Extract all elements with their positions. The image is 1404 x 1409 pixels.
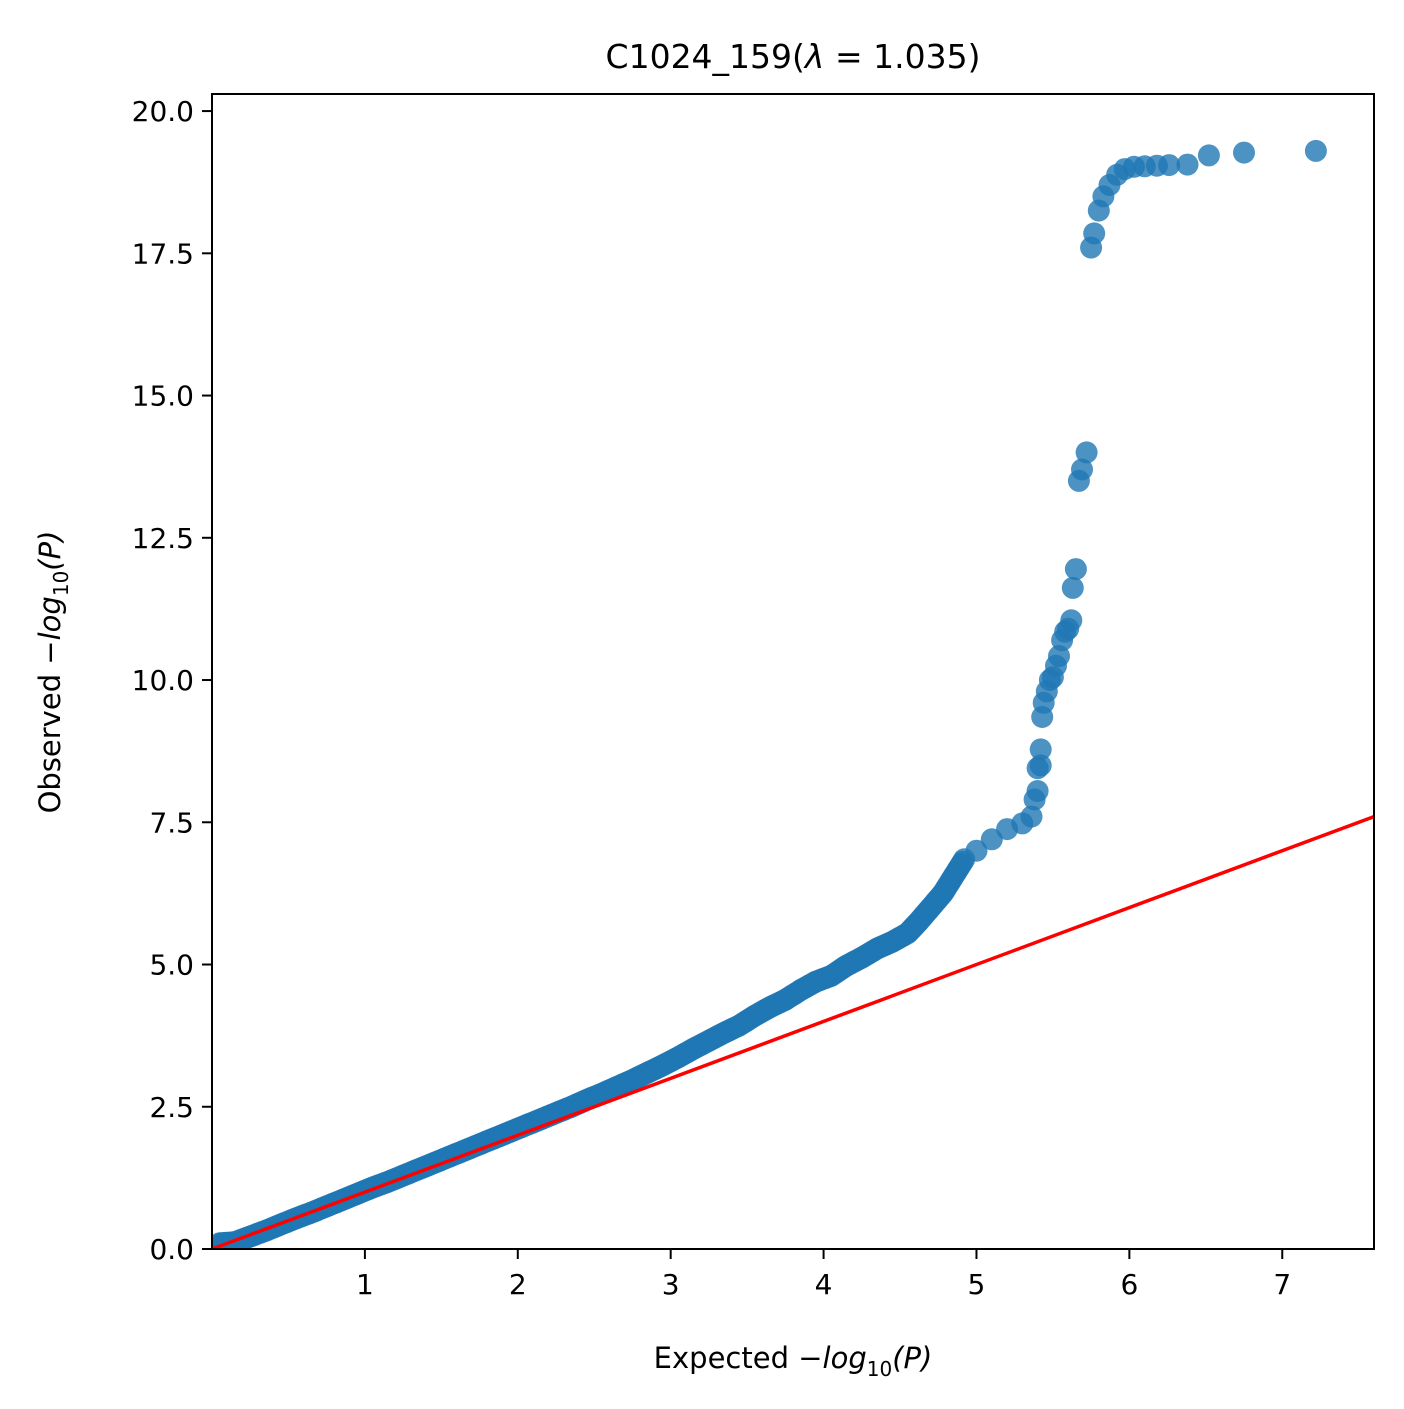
data-point-389 [1197, 144, 1220, 167]
x-tick-label-5: 6 [1120, 1268, 1138, 1301]
x-axis-label: Expected −log10(P) [654, 1341, 933, 1381]
x-tick-label-0: 1 [356, 1268, 374, 1301]
data-point-390 [1233, 141, 1255, 164]
data-point-388 [1176, 153, 1199, 176]
data-point-376 [1075, 441, 1098, 464]
data-point-378 [1083, 222, 1106, 245]
data-point-375 [1071, 458, 1093, 481]
y-tick-label-1: 2.5 [149, 1091, 194, 1124]
data-point-357 [1026, 780, 1049, 802]
y-axis-label: Observed −log10(P) [33, 531, 73, 814]
x-axis-ticks: 1 2 3 4 5 6 7 [356, 1249, 1291, 1301]
data-point-387 [1158, 154, 1181, 177]
data-point-355 [1020, 805, 1043, 828]
y-tick-label-3: 7.5 [149, 806, 194, 839]
x-tick-label-4: 5 [968, 1268, 986, 1301]
data-point-359 [1029, 754, 1052, 777]
data-point-372 [1061, 576, 1084, 599]
y-tick-label-8: 20.0 [132, 95, 194, 128]
y-tick-label-5: 12.5 [132, 522, 194, 555]
x-tick-label-2: 3 [662, 1268, 680, 1301]
data-point-391 [1304, 139, 1327, 162]
data-point-351 [965, 839, 988, 862]
y-tick-label-2: 5.0 [149, 949, 194, 982]
data-point-371 [1060, 609, 1083, 632]
plot-area [211, 93, 1375, 1250]
y-tick-label-7: 17.5 [132, 237, 194, 270]
data-point-373 [1064, 558, 1087, 581]
x-tick-label-1: 2 [509, 1268, 527, 1301]
y-tick-label-4: 10.0 [132, 664, 194, 697]
x-tick-label-3: 4 [815, 1268, 833, 1301]
chart-title: C1024_159(λ = 1.035) [606, 37, 981, 76]
x-tick-label-6: 7 [1273, 1268, 1291, 1301]
reference-line [212, 814, 1374, 1249]
y-axis-ticks: 0.0 2.5 5.0 7.5 10.0 12.5 15.0 17.5 20.0 [132, 95, 212, 1266]
y-tick-label-0: 0.0 [149, 1233, 194, 1266]
data-point-360 [1029, 738, 1052, 761]
y-tick-label-6: 15.0 [132, 380, 194, 413]
plot-frame [211, 93, 1375, 1250]
